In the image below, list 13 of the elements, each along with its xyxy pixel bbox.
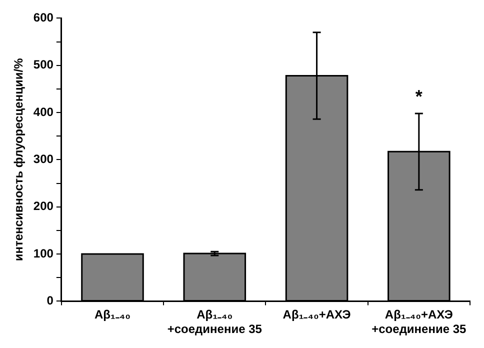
x-tick-label: Aβ₁₋₄₀+АХЭ [282, 308, 352, 322]
y-tick-label: 500 [33, 58, 54, 72]
y-axis-title: интенсивность флуоресценции/% [12, 58, 26, 262]
y-tick-label: 100 [33, 246, 54, 260]
x-tick-label: Aβ₁₋₄₀ +соединение 35 [167, 308, 262, 336]
y-tick-label: 200 [33, 199, 54, 214]
y-tick-label: 400 [33, 104, 54, 119]
y-tick-label: 0 [46, 294, 54, 308]
x-tick-label: Aβ₁₋₄₀+АХЭ +соединение 35 [372, 308, 467, 336]
y-tick-label: 300 [33, 152, 54, 166]
y-tick-label: 600 [33, 10, 54, 25]
annotation: * [415, 86, 422, 106]
x-tick-label: Aβ₁₋₄₀ [94, 308, 131, 322]
